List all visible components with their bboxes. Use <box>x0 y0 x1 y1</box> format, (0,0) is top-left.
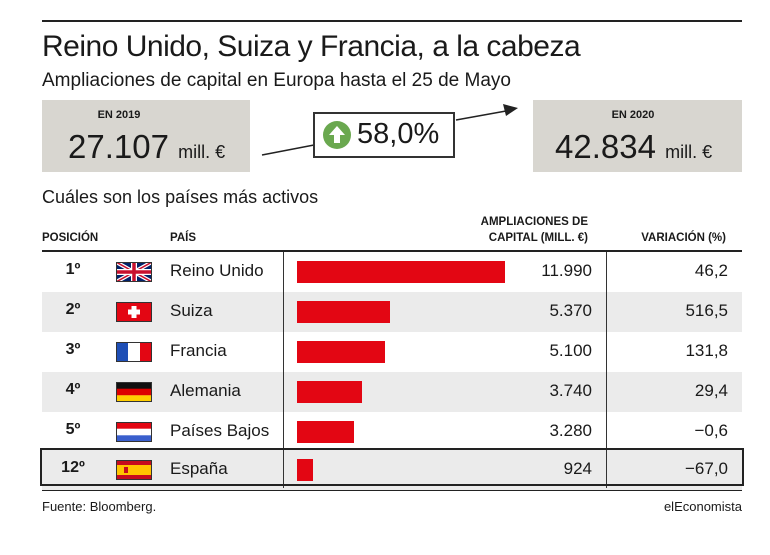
switzerland-flag-icon <box>116 302 152 322</box>
box-2019-unit: mill. € <box>178 142 226 162</box>
brand-name: elEconomista <box>663 499 742 514</box>
chart-title: Reino Unido, Suiza y Francia, a la cabez… <box>42 30 581 63</box>
table-row: 5º Países Bajos 3.280 −0,6 <box>42 412 742 452</box>
highlight-row-border <box>40 448 744 486</box>
variation-value: 516,5 <box>685 301 728 320</box>
footer-rule <box>42 490 742 491</box>
box-2019-value-line: 27.107 mill. € <box>68 128 225 166</box>
column-separator-bars <box>283 252 284 488</box>
capital-value: 3.280 <box>549 421 592 440</box>
capital-bar <box>297 459 313 481</box>
variation-value: −0,6 <box>694 421 728 440</box>
box-2020: EN 2020 42.834 mill. € <box>533 100 742 172</box>
uk-flag-icon <box>116 262 152 282</box>
box-2019-value: 27.107 <box>68 128 169 165</box>
rank-label: 1º <box>65 261 81 278</box>
variation-value: 131,8 <box>685 341 728 360</box>
table-row: 4º Alemania 3.740 29,4 <box>42 372 742 412</box>
country-name: Suiza <box>170 301 213 320</box>
top-rule <box>42 20 742 22</box>
capital-bar <box>297 421 354 443</box>
header-capital-line1: AMPLIACIONES DE <box>480 216 588 228</box>
table-row: 2º Suiza 5.370 516,5 <box>42 292 742 332</box>
header-variation: VARIACIÓN (%) <box>641 232 726 244</box>
box-2019: EN 2019 27.107 mill. € <box>42 100 250 172</box>
france-flag-icon <box>116 342 152 362</box>
box-2020-label: EN 2020 <box>611 109 655 121</box>
country-name: Francia <box>170 341 227 360</box>
country-name: España <box>170 459 228 478</box>
header-country: PAÍS <box>170 232 196 244</box>
growth-box: 58,0% <box>313 112 455 158</box>
source-note: Fuente: Bloomberg. <box>42 499 157 514</box>
table-row: 3º Francia 5.100 131,8 <box>42 332 742 372</box>
capital-bar <box>297 301 390 323</box>
country-name: Países Bajos <box>170 421 270 440</box>
capital-bar <box>297 341 386 363</box>
box-2020-value: 42.834 <box>555 128 656 165</box>
capital-bar <box>297 261 505 283</box>
country-name: Reino Unido <box>170 261 264 280</box>
country-name: Alemania <box>170 381 241 400</box>
rank-label: 3º <box>65 341 81 358</box>
spain-flag-icon <box>116 460 152 480</box>
column-separator-variation <box>606 252 607 488</box>
capital-bar <box>297 381 362 403</box>
capital-value: 3.740 <box>549 381 592 400</box>
capital-value: 5.100 <box>549 341 592 360</box>
table-row: 1º Reino Unido 11.990 46,2 <box>42 252 742 292</box>
rank-label: 2º <box>65 301 81 318</box>
rank-label: 5º <box>65 421 81 438</box>
growth-arrow <box>261 104 518 156</box>
germany-flag-icon <box>116 382 152 402</box>
variation-value: 46,2 <box>694 261 728 280</box>
variation-value: −67,0 <box>684 459 728 478</box>
chart-subtitle: Ampliaciones de capital en Europa hasta … <box>42 70 511 91</box>
header-position: POSICIÓN <box>42 232 99 244</box>
rank-label: 12º <box>61 459 85 476</box>
variation-value: 29,4 <box>694 381 728 400</box>
up-arrow-icon <box>323 121 351 149</box>
section-title: Cuáles son los países más activos <box>42 187 319 207</box>
box-2019-label: EN 2019 <box>97 109 141 121</box>
box-2020-unit: mill. € <box>665 142 713 162</box>
header-capital-line2: CAPITAL (MILL. €) <box>488 232 588 244</box>
capital-value: 11.990 <box>541 261 592 280</box>
box-2020-value-line: 42.834 mill. € <box>555 128 712 166</box>
capital-value: 924 <box>563 459 592 478</box>
capital-value: 5.370 <box>549 301 592 320</box>
header-rule <box>42 250 742 252</box>
table-row: 12º España 924 −67,0 <box>42 450 742 490</box>
rank-label: 4º <box>65 381 81 398</box>
netherlands-flag-icon <box>116 422 152 442</box>
growth-value: 58,0% <box>357 118 440 150</box>
